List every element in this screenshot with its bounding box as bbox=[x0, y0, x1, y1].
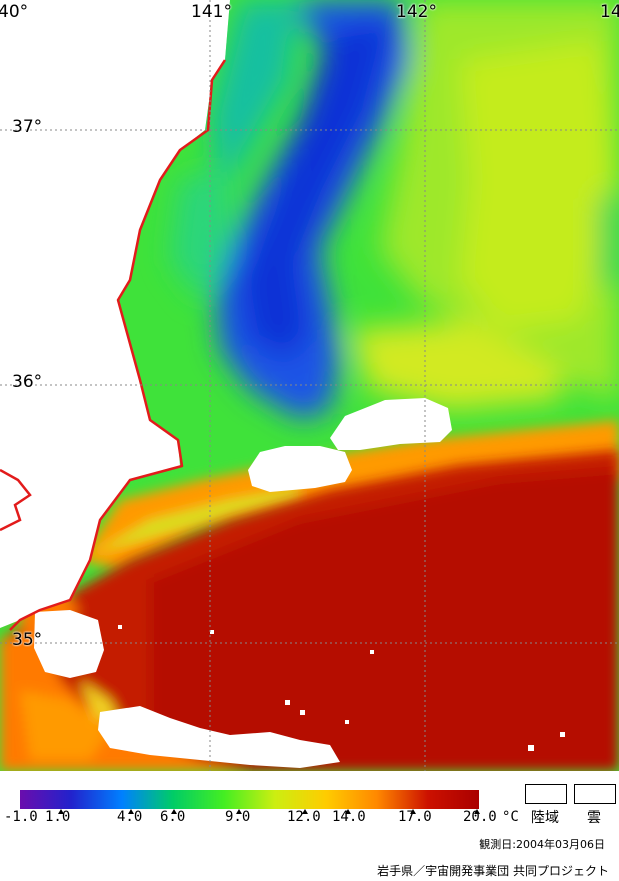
tick-label: 17.0 bbox=[398, 809, 432, 825]
legend-panel bbox=[0, 771, 619, 881]
colorbar-tick bbox=[474, 809, 480, 814]
temperature-colorbar bbox=[20, 790, 479, 809]
colorbar-tick bbox=[345, 809, 351, 814]
colorbar-tick bbox=[171, 809, 177, 814]
tick-label: 20.0 bbox=[463, 809, 497, 825]
latitude-label-35: 35° bbox=[12, 630, 43, 650]
tick-label: -1.0 bbox=[4, 809, 38, 825]
coastline-west bbox=[0, 468, 32, 532]
latitude-label-36: 36° bbox=[12, 372, 43, 392]
cloud-areas bbox=[34, 398, 565, 768]
longitude-label-140: 40° bbox=[0, 2, 29, 22]
colorbar-tick bbox=[236, 809, 242, 814]
tick-label: 12.0 bbox=[287, 809, 321, 825]
cloud-key-swatch bbox=[574, 784, 616, 804]
tick-label: 1.0 bbox=[45, 809, 71, 825]
colorbar-tick bbox=[128, 809, 134, 814]
land-key-swatch bbox=[525, 784, 567, 804]
tick-label: 14.0 bbox=[332, 809, 366, 825]
latitude-label-37: 37° bbox=[12, 117, 43, 137]
cloud-key-label: 雲 bbox=[587, 810, 601, 826]
longitude-label-143: 14 bbox=[600, 2, 619, 22]
tick-label: 6.0 bbox=[160, 809, 186, 825]
longitude-label-142: 142° bbox=[396, 2, 437, 22]
unit-label: °C bbox=[502, 809, 519, 825]
land-key-label: 陸域 bbox=[531, 810, 559, 826]
tick-label: 9.0 bbox=[225, 809, 251, 825]
sea-surface-temperature-map bbox=[0, 0, 619, 771]
observation-date: 観測日:2004年03月06日 bbox=[479, 838, 605, 851]
graticule bbox=[0, 0, 619, 771]
tick-label: 4.0 bbox=[117, 809, 143, 825]
colorbar-tick bbox=[58, 809, 64, 814]
colorbar-tick bbox=[302, 809, 308, 814]
credit-text: 岩手県／宇宙開発事業団 共同プロジェクト bbox=[377, 864, 609, 878]
coastline bbox=[9, 59, 227, 631]
colorbar-tick bbox=[410, 809, 416, 814]
longitude-label-141: 141° bbox=[191, 2, 232, 22]
